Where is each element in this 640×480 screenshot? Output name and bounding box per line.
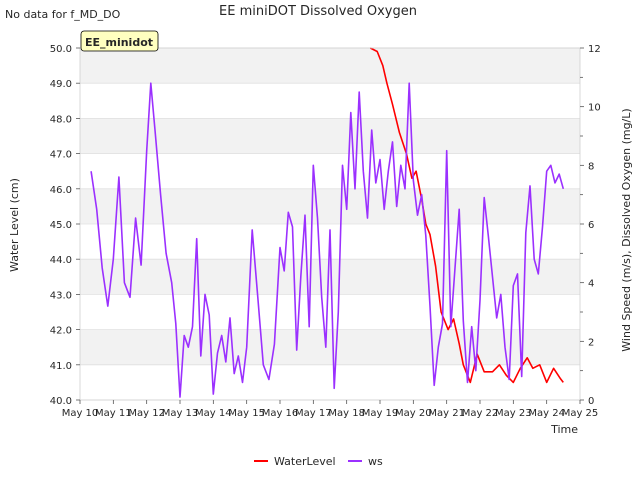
annotation-label: EE_minidot bbox=[85, 36, 153, 49]
y-left-tick-label: 47.0 bbox=[50, 150, 72, 161]
y-left-tick-label: 50.0 bbox=[50, 44, 72, 55]
x-tick-label: May 17 bbox=[295, 408, 332, 419]
plot-area bbox=[90, 47, 565, 398]
y-left-tick-label: 40.0 bbox=[50, 396, 72, 407]
y-left-tick-label: 48.0 bbox=[50, 114, 72, 125]
x-tick-label: May 10 bbox=[62, 408, 99, 419]
x-tick-label: May 15 bbox=[228, 408, 265, 419]
x-tick-label: May 22 bbox=[462, 408, 499, 419]
y-right-tick-label: 6 bbox=[588, 220, 594, 231]
y-right-tick-label: 10 bbox=[588, 103, 601, 114]
x-tick-label: May 11 bbox=[95, 408, 132, 419]
y-axis-left-label: Water Level (cm) bbox=[8, 178, 21, 272]
x-axis-label: Time bbox=[550, 423, 578, 436]
x-tick-label: May 13 bbox=[162, 408, 199, 419]
y-axis-right: 0 2 4 6 8 10 12 bbox=[580, 44, 601, 407]
x-tick-label: May 21 bbox=[428, 408, 465, 419]
legend-ws-label: ws bbox=[368, 455, 383, 468]
no-data-note: No data for f_MD_DO bbox=[5, 8, 121, 21]
y-right-tick-label: 4 bbox=[588, 279, 594, 290]
background-band bbox=[80, 259, 580, 295]
y-left-tick-label: 49.0 bbox=[50, 79, 72, 90]
x-tick-label: May 14 bbox=[195, 408, 232, 419]
y-left-tick-label: 46.0 bbox=[50, 185, 72, 196]
y-left-tick-label: 42.0 bbox=[50, 326, 72, 337]
annotation-box-bg bbox=[80, 30, 159, 52]
y-right-tick-label: 0 bbox=[588, 396, 594, 407]
background-band bbox=[80, 188, 580, 224]
y-left-tick-label: 41.0 bbox=[50, 361, 72, 372]
background-band bbox=[80, 118, 580, 154]
y-axis-right-label: Wind Speed (m/s), Dissolved Oxygen (mg/L… bbox=[620, 108, 633, 351]
background-band bbox=[80, 48, 580, 84]
background-bands bbox=[80, 48, 580, 365]
y-left-tick-label: 43.0 bbox=[50, 290, 72, 301]
series-line-waterlevel bbox=[369, 47, 564, 384]
annotation-box: EE_minidot bbox=[80, 30, 159, 52]
x-tick-label: May 24 bbox=[528, 408, 565, 419]
legend-waterlevel-label: WaterLevel bbox=[274, 455, 336, 468]
y-axis-left: 40.0 41.0 42.0 43.0 44.0 45.0 46.0 47.0 48.0 49.0… bbox=[50, 44, 80, 407]
x-tick-label: May 16 bbox=[262, 408, 299, 419]
x-tick-label: May 19 bbox=[362, 408, 399, 419]
y-left-tick-label: 45.0 bbox=[50, 220, 72, 231]
x-tick-label: May 25 bbox=[562, 408, 599, 419]
y-right-tick-label: 2 bbox=[588, 337, 594, 348]
background-band bbox=[80, 329, 580, 365]
y-left-tick-label: 44.0 bbox=[50, 255, 72, 266]
chart-title: EE miniDOT Dissolved Oxygen bbox=[219, 4, 417, 19]
y-right-tick-label: 12 bbox=[588, 44, 601, 55]
x-tick-label: May 20 bbox=[395, 408, 432, 419]
series-line-ws bbox=[90, 82, 565, 398]
x-tick-label: May 12 bbox=[128, 408, 165, 419]
legend: WaterLevel ws bbox=[254, 455, 383, 468]
x-tick-label: May 18 bbox=[328, 408, 365, 419]
x-tick-label: May 23 bbox=[495, 408, 532, 419]
y-right-tick-label: 8 bbox=[588, 161, 594, 172]
